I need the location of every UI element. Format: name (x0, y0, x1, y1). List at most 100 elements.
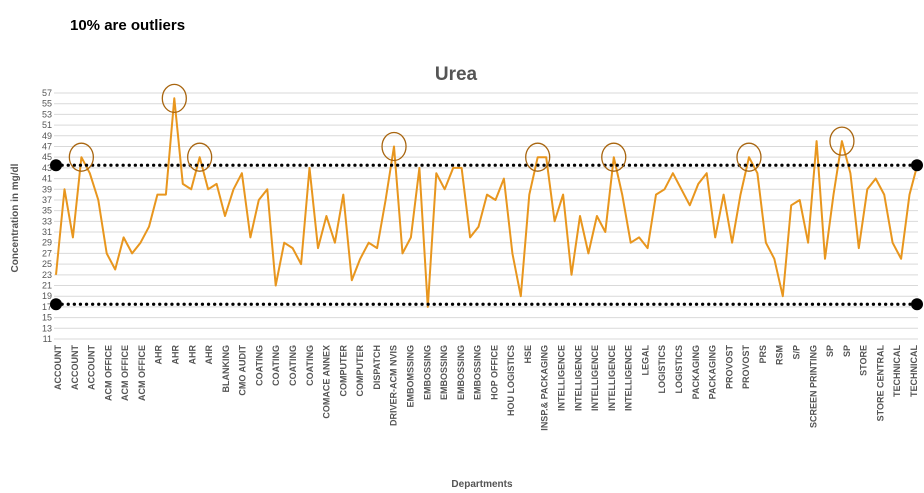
series-line (55, 97, 919, 308)
x-tick-label: COATING (271, 345, 281, 386)
x-tick-label: INTELLIGENCE (573, 345, 583, 411)
x-tick-label: COATING (254, 345, 264, 386)
x-tick-label: HSE (523, 345, 533, 364)
x-tick-label: PACKAGING (691, 345, 701, 399)
x-tick-label: AHR (154, 345, 164, 365)
y-tick-label: 43 (42, 163, 52, 173)
x-tick-label: SCREEN PRINTING (808, 345, 818, 428)
chart-title: Urea (435, 64, 478, 85)
outlier-circle (68, 142, 95, 172)
x-tick-label: INTELLIGENCE (607, 345, 617, 411)
y-tick-label: 39 (42, 184, 52, 194)
reference-end-marker (911, 159, 923, 172)
x-axis-ticks: ACCOUNT ACCOUNT ACCOUNT ACM OFFICE ACM OFFIC… (53, 344, 919, 430)
outlier-circle (736, 142, 762, 172)
x-tick-label: COMPUTER (355, 345, 365, 397)
y-tick-label: 53 (42, 109, 52, 119)
y-tick-label: 51 (42, 120, 52, 130)
y-tick-label: 27 (42, 248, 52, 258)
reference-end-marker (911, 298, 923, 311)
outlier-markers (68, 83, 855, 172)
x-tick-label: SP (825, 345, 835, 357)
x-tick-label: BLANKING (221, 345, 231, 393)
y-tick-label: 31 (42, 227, 52, 237)
y-tick-label: 21 (42, 281, 52, 291)
x-tick-label: COMPUTER (338, 345, 348, 397)
x-tick-label: DISPATCH (372, 345, 382, 390)
y-tick-label: 19 (42, 291, 52, 301)
x-tick-label: LOGISTICS (657, 345, 667, 394)
x-tick-label: PROVOST (741, 345, 751, 390)
x-tick-label: SP (842, 345, 852, 357)
gridlines (54, 92, 918, 340)
x-tick-label: DRIVER-ACM NVIS (389, 345, 399, 426)
x-tick-label: EMBOMSSING (405, 345, 415, 408)
x-tick-label: RSM (775, 345, 785, 365)
x-tick-label: CMO AUDIT (238, 345, 248, 396)
x-tick-label: STORE (859, 345, 869, 376)
x-tick-label: INTELLIGENCE (557, 345, 567, 411)
slide-heading: 10% are outliers (70, 17, 186, 34)
outlier-circle (161, 83, 187, 113)
y-tick-label: 41 (42, 174, 52, 184)
x-tick-label: EMBOSSING (439, 345, 449, 400)
y-tick-label: 35 (42, 206, 52, 216)
x-tick-label: INTELLIGENCE (590, 345, 600, 411)
outlier-circle (381, 131, 407, 162)
x-tick-label: INSP.& PACKAGING (540, 345, 550, 431)
y-tick-label: 23 (42, 270, 52, 280)
outlier-circle (525, 142, 551, 172)
reference-end-marker (50, 159, 62, 172)
y-tick-label: 33 (42, 216, 52, 226)
x-tick-label: ACCOUNT (70, 345, 80, 390)
x-tick-label: AHR (204, 345, 214, 365)
x-tick-label: ACCOUNT (53, 345, 63, 390)
x-tick-label: ACM OFFICE (120, 345, 130, 401)
x-tick-label: PRS (758, 345, 768, 364)
reference-end-marker (50, 298, 62, 311)
x-tick-label: COATING (288, 345, 298, 386)
x-tick-label: ACM OFFICE (137, 345, 147, 401)
y-tick-label: 25 (42, 259, 52, 269)
x-tick-label: LOGISTICS (674, 345, 684, 394)
y-tick-label: 49 (42, 131, 52, 141)
x-tick-label: TECHNICAL (892, 345, 902, 397)
x-tick-label: ACM OFFICE (103, 345, 113, 401)
x-tick-label: PROVOST (724, 345, 734, 390)
y-tick-label: 13 (42, 323, 52, 333)
x-tick-label: COMACE ANNEX (322, 345, 332, 419)
reference-lines (50, 159, 923, 311)
y-tick-label: 15 (42, 313, 52, 323)
y-tick-label: 57 (42, 88, 52, 98)
x-tick-label: EMBOSSING (422, 345, 432, 400)
x-tick-label: STORE CENTRAL (875, 345, 885, 422)
y-tick-label: 11 (43, 334, 52, 344)
y-axis-title: Concentration in mg/dl (10, 163, 21, 272)
outlier-circle (829, 126, 855, 156)
x-tick-label: COATING (305, 345, 315, 386)
x-tick-label: INTELLIGENCE (624, 345, 634, 411)
x-tick-label: HOP OFFICE (489, 345, 499, 400)
x-tick-label: S/P (792, 345, 802, 360)
x-tick-label: HOU LOGISTICS (506, 345, 516, 416)
y-tick-label: 47 (42, 141, 52, 151)
x-tick-label: EMBOSSING (456, 345, 466, 400)
y-tick-label: 17 (42, 302, 52, 312)
y-tick-label: 45 (42, 152, 52, 162)
x-tick-label: AHR (187, 345, 197, 365)
series-group (55, 97, 919, 308)
y-tick-label: 29 (42, 238, 52, 248)
y-tick-label: 55 (42, 99, 52, 109)
y-axis-ticks: 1113151719212325272931333537394143454749… (42, 88, 52, 344)
x-tick-label: LEGAL (640, 344, 650, 375)
x-tick-label: ACCOUNT (87, 345, 97, 390)
y-tick-label: 37 (42, 195, 52, 205)
x-tick-label: TECHNICAL (909, 345, 919, 397)
x-tick-label: PACKAGING (708, 345, 718, 399)
x-tick-label: EMBOSSING (473, 345, 483, 400)
outlier-circle (601, 142, 627, 172)
x-tick-label: AHR (170, 345, 180, 365)
outlier-circle (187, 142, 213, 172)
x-axis-title: Departments (451, 479, 513, 490)
